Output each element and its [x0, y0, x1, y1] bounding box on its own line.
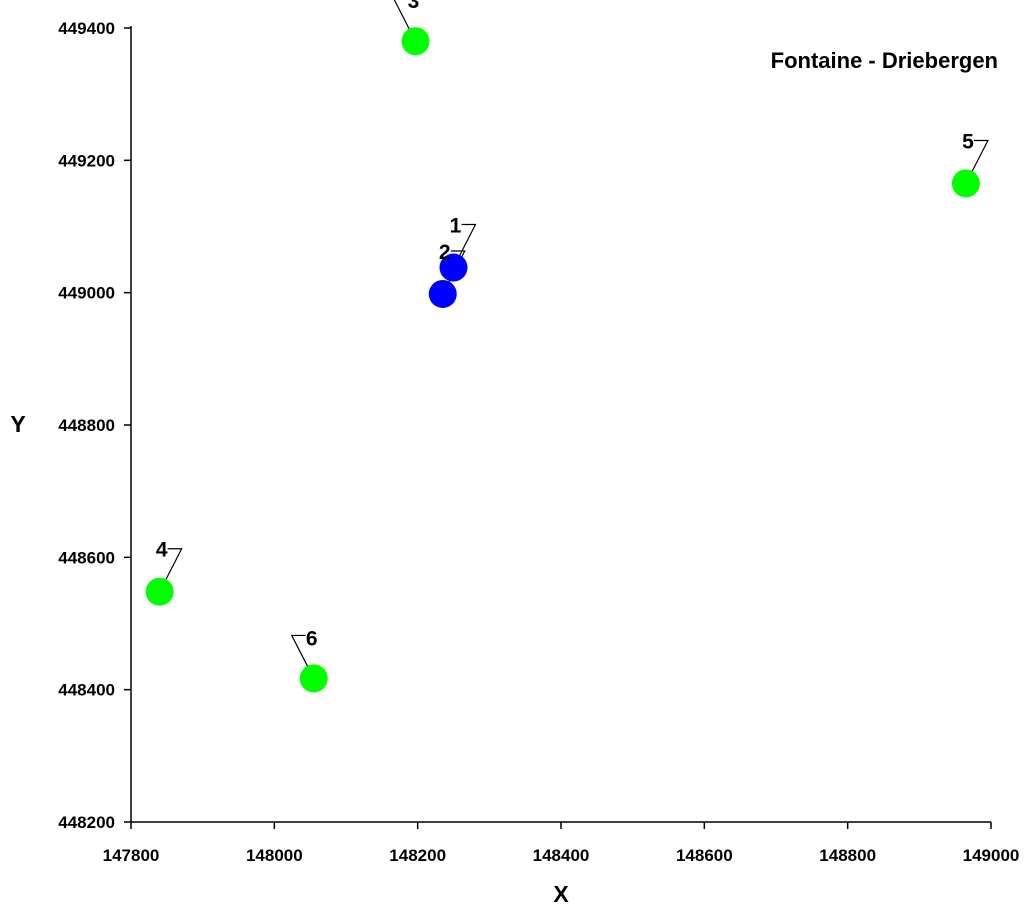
data-point [299, 664, 328, 693]
point-label: 6 [306, 627, 318, 650]
x-tick-label: 148800 [819, 846, 876, 865]
leader-line [965, 139, 989, 184]
data-point [401, 27, 430, 56]
leader-lines [159, 0, 989, 679]
y-axis-title: Y [10, 411, 25, 437]
x-tick-label: 148200 [389, 846, 446, 865]
leader-line [290, 634, 315, 679]
y-tick-label: 449000 [58, 284, 115, 303]
point-label: 3 [408, 0, 420, 13]
data-points [145, 27, 980, 693]
point-label: 4 [156, 539, 168, 562]
data-point [428, 279, 457, 308]
x-axis-title: X [553, 881, 569, 906]
x-tick-label: 148400 [533, 846, 590, 865]
axes [130, 26, 991, 823]
x-tick-label: 149000 [963, 846, 1020, 865]
data-point [145, 577, 174, 606]
chart-title: Fontaine - Driebergen [771, 48, 998, 73]
point-label: 5 [962, 130, 974, 153]
data-point [951, 169, 980, 198]
point-labels: 1 2 3 4 5 6 [156, 0, 974, 650]
x-tick-label: 148600 [676, 846, 733, 865]
y-tick-label: 448400 [58, 681, 115, 700]
point-label: 1 [450, 215, 462, 238]
x-tick-label: 147800 [103, 846, 160, 865]
point-label: 2 [439, 241, 451, 264]
data-point [439, 253, 468, 282]
y-tick-label: 448600 [58, 548, 115, 567]
leader-line [159, 548, 183, 593]
x-tick-label: 148000 [246, 846, 303, 865]
leader-line [393, 0, 417, 42]
y-tick-label: 448200 [58, 813, 115, 832]
ticks: 147800 148000 148200 148400 148600 148800 1490… [58, 19, 1019, 865]
y-tick-label: 448800 [58, 416, 115, 435]
y-tick-label: 449200 [58, 151, 115, 170]
y-tick-label: 449400 [58, 19, 115, 38]
leader-line [452, 223, 477, 268]
